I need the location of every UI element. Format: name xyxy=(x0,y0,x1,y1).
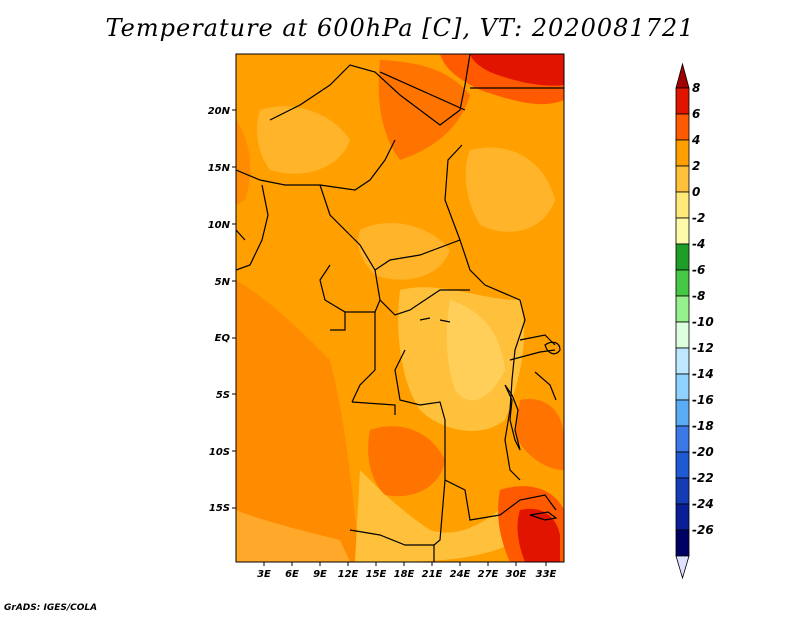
lakes xyxy=(419,317,561,521)
colorbar-swatch xyxy=(675,87,690,115)
field-region-west-edge xyxy=(236,120,251,205)
lat-label-15s: 15S xyxy=(209,503,230,514)
cb-label-0: 0 xyxy=(692,185,700,199)
grads-credit: GrADS: IGES/COLA xyxy=(4,603,98,613)
colorbar-swatch xyxy=(675,477,690,505)
lon-label-9e: 9E xyxy=(313,569,327,580)
cb-label-6: 6 xyxy=(692,107,700,121)
cb-label-m16: -16 xyxy=(692,393,714,407)
field-region-northeast-hot xyxy=(470,54,564,86)
lon-label-18e: 18E xyxy=(394,569,415,580)
colorbar-labels: 8 6 4 2 0 -2 -4 -6 -8 -10 -12 -14 -16 -1… xyxy=(691,81,714,537)
lat-tick-marks xyxy=(232,109,236,509)
lat-label-15n: 15N xyxy=(208,163,231,174)
field-region-east-light xyxy=(465,147,555,232)
cb-label-m26: -26 xyxy=(692,523,714,537)
lat-label-5n: 5N xyxy=(215,277,231,288)
colorbar-swatch xyxy=(675,399,690,427)
lake-tanganyika xyxy=(504,384,521,451)
lat-label-20n: 20N xyxy=(208,106,231,117)
field-region-ocean xyxy=(236,280,360,562)
colorbar-swatch xyxy=(675,373,690,401)
colorbar-swatch xyxy=(675,191,690,219)
lon-label-24e: 24E xyxy=(450,569,471,580)
cb-label-m6: -6 xyxy=(692,263,705,277)
lon-label-27e: 27E xyxy=(478,569,499,580)
cb-label-m20: -20 xyxy=(692,445,714,459)
field-region-north-light xyxy=(257,106,350,174)
lat-labels: 20N 15N 10N 5N EQ 5S 10S 15S xyxy=(208,106,231,514)
lon-label-6e: 6E xyxy=(285,569,299,580)
colorbar-swatch xyxy=(675,243,690,271)
lat-label-10s: 10S xyxy=(209,447,230,458)
cb-label-2: 2 xyxy=(692,159,700,173)
colorbar-swatch xyxy=(675,269,690,297)
lon-label-3e: 3E xyxy=(257,569,271,580)
cb-label-4: 4 xyxy=(691,133,700,147)
lon-tick-marks xyxy=(263,562,547,566)
colorbar-swatch xyxy=(675,139,690,167)
lake-victoria xyxy=(544,341,561,355)
cb-label-m18: -18 xyxy=(692,419,714,433)
lat-label-10n: 10N xyxy=(208,220,231,231)
lon-label-33e: 33E xyxy=(536,569,557,580)
colorbar-swatch xyxy=(675,113,690,141)
colorbar-swatch xyxy=(675,347,690,375)
lon-label-12e: 12E xyxy=(338,569,359,580)
cb-label-8: 8 xyxy=(692,81,700,95)
field-region-southeast-hot xyxy=(517,508,560,562)
colorbar-swatch xyxy=(675,217,690,245)
country-borders xyxy=(236,54,564,562)
lake-kariba xyxy=(529,511,558,521)
colorbar-swatch xyxy=(675,451,690,479)
river-marks xyxy=(419,317,451,323)
lon-labels: 3E 6E 9E 12E 15E 18E 21E 24E 27E 30E 33E xyxy=(257,569,556,580)
lon-label-30e: 30E xyxy=(506,569,527,580)
page-title: Temperature at 600hPa [C], VT: 202008172… xyxy=(105,14,695,42)
cb-label-m12: -12 xyxy=(692,341,714,355)
colorbar-swatch xyxy=(675,321,690,349)
colorbar-swatch xyxy=(675,295,690,323)
map-frame xyxy=(235,53,565,563)
colorbar-swatch xyxy=(675,425,690,453)
colorbar-swatch xyxy=(675,503,690,531)
cb-label-m14: -14 xyxy=(692,367,714,381)
field-region-east-warm xyxy=(515,399,564,470)
lon-label-15e: 15E xyxy=(366,569,387,580)
cb-label-m24: -24 xyxy=(692,497,714,511)
field-region-south-warm xyxy=(368,426,445,497)
cb-label-m2: -2 xyxy=(692,211,705,225)
cb-label-m8: -8 xyxy=(692,289,705,303)
colorbar xyxy=(675,62,690,580)
cb-label-m22: -22 xyxy=(692,471,714,485)
colorbar-bottom-arrow xyxy=(675,555,690,580)
lat-label-5s: 5S xyxy=(216,390,230,401)
lat-label-eq: EQ xyxy=(215,333,231,344)
colorbar-swatch xyxy=(675,165,690,193)
cb-label-m10: -10 xyxy=(692,315,714,329)
temperature-field xyxy=(236,54,564,562)
field-region-central-cooler xyxy=(446,300,505,401)
cb-label-m4: -4 xyxy=(692,237,705,251)
field-region-southwest xyxy=(236,510,350,562)
colorbar-swatch xyxy=(675,529,690,557)
field-region-north-warm xyxy=(378,60,470,160)
lon-label-21e: 21E xyxy=(422,569,443,580)
colorbar-top-arrow xyxy=(675,62,690,89)
field-region-south-cool xyxy=(355,470,520,562)
